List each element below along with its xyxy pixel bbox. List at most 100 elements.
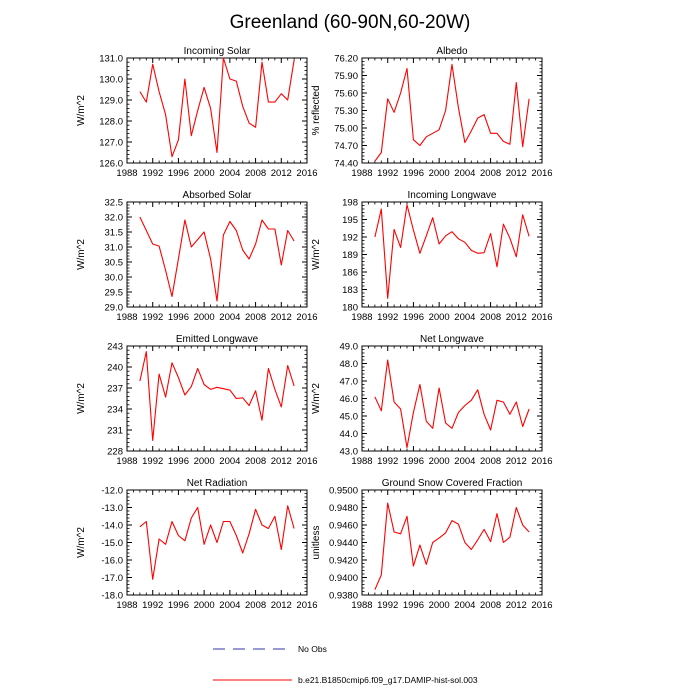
plot-frame bbox=[361, 345, 543, 452]
y-tick-label: 0.9500 bbox=[329, 486, 358, 497]
x-tick-label: 1996 bbox=[403, 312, 424, 323]
y-tick-label: 32.5 bbox=[105, 198, 124, 209]
y-tick-label: 195 bbox=[342, 215, 358, 226]
series-line bbox=[374, 502, 530, 590]
panel-title: Net Radiation bbox=[187, 478, 248, 489]
x-tick-label: 2000 bbox=[194, 312, 215, 323]
x-tick-label: 2008 bbox=[480, 456, 501, 467]
y-tick-label: 0.9460 bbox=[329, 521, 358, 532]
y-axis-label: W/m^2 bbox=[76, 383, 87, 414]
panel-2: Absorbed Solar W/m^2 1988 1992 1996 2000 2004 2… bbox=[76, 190, 318, 323]
x-tick-label: 1988 bbox=[116, 600, 137, 611]
x-tick-label: 2000 bbox=[429, 600, 450, 611]
y-tick-label: 47.0 bbox=[340, 377, 359, 388]
series-line bbox=[139, 505, 295, 580]
y-tick-label: 29.5 bbox=[105, 288, 124, 299]
x-tick-label: 2004 bbox=[219, 456, 240, 467]
x-tick-label: 2008 bbox=[245, 456, 266, 467]
y-tick-label: 198 bbox=[342, 198, 358, 209]
y-tick-label: 49.0 bbox=[340, 342, 359, 353]
panel-title: Incoming Longwave bbox=[408, 190, 497, 201]
panel-title: Incoming Solar bbox=[184, 46, 251, 57]
y-tick-label: -13.0 bbox=[101, 503, 123, 514]
y-tick-label: 31.0 bbox=[105, 243, 124, 254]
y-tick-label: 183 bbox=[342, 285, 358, 296]
x-tick-label: 2016 bbox=[296, 312, 317, 323]
series-line bbox=[139, 216, 295, 302]
series-line bbox=[139, 351, 295, 442]
x-tick-label: 1992 bbox=[377, 456, 398, 467]
y-axis-label: W/m^2 bbox=[311, 383, 322, 414]
x-tick-label: 1992 bbox=[377, 168, 398, 179]
x-tick-label: 2008 bbox=[245, 168, 266, 179]
legend-label-no-obs: No Obs bbox=[298, 644, 327, 654]
panels: Incoming Solar W/m^2 1988 1992 1996 2000 2004 2… bbox=[76, 46, 553, 611]
x-tick-label: 2012 bbox=[506, 312, 527, 323]
y-tick-label: 32.0 bbox=[105, 213, 124, 224]
y-tick-label: -14.0 bbox=[101, 521, 123, 532]
y-tick-label: 231 bbox=[107, 426, 123, 437]
y-tick-label: 0.9440 bbox=[329, 538, 358, 549]
y-tick-label: -12.0 bbox=[101, 486, 123, 497]
panel-title: Net Longwave bbox=[420, 334, 484, 345]
y-tick-label: 31.5 bbox=[105, 228, 124, 239]
x-tick-label: 1996 bbox=[168, 600, 189, 611]
x-tick-label: 1996 bbox=[403, 168, 424, 179]
x-tick-label: 2004 bbox=[454, 312, 475, 323]
x-tick-label: 2016 bbox=[531, 600, 552, 611]
x-tick-label: 1988 bbox=[351, 312, 372, 323]
panel-3: Incoming Longwave W/m^2 1988 1992 1996 2000 20… bbox=[311, 190, 553, 323]
x-tick-label: 2012 bbox=[271, 168, 292, 179]
x-tick-label: 2004 bbox=[454, 168, 475, 179]
x-tick-label: 2012 bbox=[271, 312, 292, 323]
x-tick-label: 1996 bbox=[403, 456, 424, 467]
panel-title: Ground Snow Covered Fraction bbox=[382, 478, 523, 489]
y-tick-label: 30.5 bbox=[105, 258, 124, 269]
plot-frame bbox=[126, 201, 308, 308]
panel-title: Emitted Longwave bbox=[176, 334, 259, 345]
x-tick-label: 2008 bbox=[245, 600, 266, 611]
x-tick-label: 2016 bbox=[296, 168, 317, 179]
x-tick-label: 2008 bbox=[480, 600, 501, 611]
x-tick-label: 2008 bbox=[480, 168, 501, 179]
x-tick-label: 2000 bbox=[194, 456, 215, 467]
y-tick-label: -18.0 bbox=[101, 591, 123, 602]
y-tick-label: 74.70 bbox=[334, 141, 358, 152]
y-tick-label: 76.20 bbox=[334, 54, 358, 65]
x-tick-label: 1988 bbox=[351, 456, 372, 467]
plot-frame bbox=[361, 489, 543, 596]
panel-7: Ground Snow Covered Fraction unitless 1988… bbox=[311, 478, 553, 611]
plot-frame bbox=[126, 345, 308, 452]
x-tick-label: 1996 bbox=[168, 456, 189, 467]
y-tick-label: 43.0 bbox=[340, 447, 359, 458]
x-tick-label: 2012 bbox=[506, 456, 527, 467]
x-tick-label: 2016 bbox=[296, 600, 317, 611]
x-tick-label: 1996 bbox=[403, 600, 424, 611]
x-tick-label: 2004 bbox=[219, 168, 240, 179]
y-axis-label: W/m^2 bbox=[311, 239, 322, 270]
panel-6: Net Radiation W/m^2 1988 1992 1996 2000 2004 20… bbox=[76, 478, 318, 611]
y-tick-label: 228 bbox=[107, 447, 123, 458]
x-tick-label: 1992 bbox=[142, 456, 163, 467]
series-line bbox=[374, 63, 530, 162]
y-tick-label: 75.00 bbox=[334, 124, 358, 135]
panel-4: Emitted Longwave W/m^2 1988 1992 1996 2000 200… bbox=[76, 334, 318, 467]
x-tick-label: 2000 bbox=[429, 456, 450, 467]
y-tick-label: 75.90 bbox=[334, 71, 358, 82]
y-tick-label: 127.0 bbox=[99, 138, 123, 149]
x-tick-label: 1992 bbox=[142, 312, 163, 323]
x-tick-label: 1988 bbox=[351, 168, 372, 179]
x-tick-label: 2004 bbox=[219, 600, 240, 611]
x-tick-label: 1996 bbox=[168, 312, 189, 323]
y-tick-label: 48.0 bbox=[340, 359, 359, 370]
y-tick-label: 0.9480 bbox=[329, 503, 358, 514]
y-axis-label: W/m^2 bbox=[76, 95, 87, 126]
figure-title: Greenland (60-90N,60-20W) bbox=[230, 12, 471, 33]
panel-title: Absorbed Solar bbox=[183, 190, 253, 201]
y-tick-label: 75.30 bbox=[334, 106, 358, 117]
y-tick-label: 0.9380 bbox=[329, 591, 358, 602]
x-tick-label: 2012 bbox=[506, 600, 527, 611]
y-tick-label: -17.0 bbox=[101, 573, 123, 584]
series-line bbox=[374, 204, 530, 299]
